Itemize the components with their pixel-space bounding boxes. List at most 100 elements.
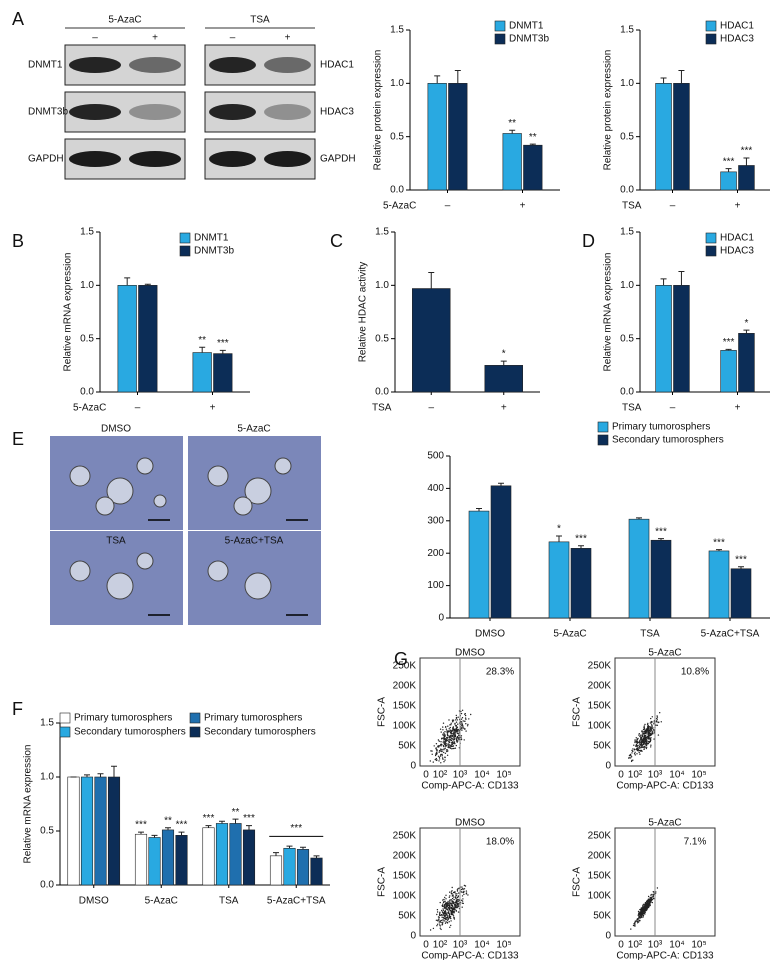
event-dot [448, 910, 450, 912]
event-dot [437, 920, 439, 922]
x-tick-label: 5-AzaC [553, 629, 586, 640]
event-dot [446, 731, 448, 733]
flow-x-tick: 10³ [648, 940, 663, 951]
event-dot [630, 755, 632, 757]
bar [80, 776, 94, 886]
event-dot [630, 928, 632, 930]
significance: * [744, 318, 748, 329]
event-dot [449, 736, 451, 738]
legend-swatch [705, 20, 717, 32]
event-dot [444, 915, 446, 918]
event-dot [443, 761, 445, 763]
event-dot [463, 728, 466, 730]
event-dot [457, 904, 460, 906]
event-dot [452, 721, 454, 723]
flow-percent: 18.0% [486, 837, 514, 848]
error-bar [725, 168, 732, 172]
event-dot [450, 904, 452, 907]
error-bar [205, 825, 212, 828]
significance: ** [232, 807, 240, 818]
event-dot [449, 900, 451, 902]
y-axis-label: Relative protein expression [603, 50, 614, 171]
event-dot [460, 899, 463, 901]
blot-band [129, 104, 181, 120]
event-dot [439, 744, 442, 746]
event-dot [643, 743, 645, 745]
blot-band [264, 151, 311, 167]
bar [548, 541, 570, 619]
y-tick-label: 0.5 [620, 333, 634, 344]
flow-y-label: FSC-A [377, 867, 388, 897]
event-dot [463, 739, 465, 741]
event-dot [441, 922, 443, 924]
event-dot [450, 924, 452, 927]
event-dot [441, 750, 443, 753]
event-dot [444, 743, 446, 745]
event-dot [457, 723, 459, 725]
event-dot [446, 754, 449, 756]
flow-x-tick: 0 [618, 770, 624, 781]
panel-label: D [582, 231, 595, 251]
event-dot [441, 914, 443, 916]
event-dot [639, 747, 641, 749]
bar [269, 855, 283, 886]
event-dot [440, 921, 442, 923]
event-dot [438, 745, 441, 747]
event-dot [650, 744, 652, 746]
y-tick-label: 0 [438, 613, 444, 624]
event-dot [460, 735, 463, 737]
event-dot [454, 731, 456, 733]
sphere [207, 560, 229, 582]
bar [94, 776, 107, 886]
flow-y-tick: 200K [393, 681, 417, 692]
flow-y-tick: 150K [588, 701, 612, 712]
event-dot [648, 736, 650, 738]
blot-band [209, 57, 256, 73]
event-dot [450, 907, 452, 910]
event-dot [439, 924, 441, 926]
event-dot [435, 747, 437, 749]
event-dot [448, 896, 450, 898]
event-dot [455, 909, 457, 912]
event-dot [456, 900, 458, 902]
significance: *** [243, 813, 255, 824]
event-dot [461, 906, 463, 908]
flow-y-tick: 100K [588, 721, 612, 732]
event-dot [444, 731, 446, 733]
error-bar [500, 360, 507, 366]
event-dot [656, 716, 659, 718]
event-dot [462, 727, 465, 729]
y-tick-label: 0.5 [620, 131, 634, 142]
event-dot [451, 909, 454, 911]
event-dot [643, 909, 645, 911]
blot-band [129, 57, 181, 73]
event-dot [633, 744, 635, 746]
significance: *** [713, 537, 725, 548]
blot-row-label: HDAC1 [320, 60, 354, 71]
event-dot [451, 886, 453, 889]
legend-label: Secondary tumorosphers [612, 435, 724, 446]
event-dot [451, 741, 453, 744]
error-bar [144, 283, 151, 286]
event-dot [449, 926, 451, 928]
legend-label: DNMT3b [194, 246, 234, 257]
flow-x-tick: 10² [628, 770, 643, 781]
event-dot [634, 924, 636, 927]
event-dot [643, 738, 646, 740]
event-dot [643, 731, 645, 733]
event-dot [438, 756, 441, 759]
event-dot [436, 913, 438, 916]
event-dot [640, 741, 643, 743]
flow-y-tick: 200K [588, 851, 612, 862]
event-dot [451, 900, 453, 902]
y-tick-label: 0.0 [620, 387, 634, 398]
legend-label: Primary tumorosphers [612, 422, 710, 433]
panel-label: E [12, 429, 24, 449]
significance: *** [203, 813, 215, 824]
event-dot [646, 731, 648, 733]
micrograph-label: DMSO [101, 424, 131, 435]
panel-label: C [330, 231, 343, 251]
flow-x-tick: 10² [433, 770, 448, 781]
event-dot [442, 737, 444, 739]
event-dot [434, 758, 436, 761]
